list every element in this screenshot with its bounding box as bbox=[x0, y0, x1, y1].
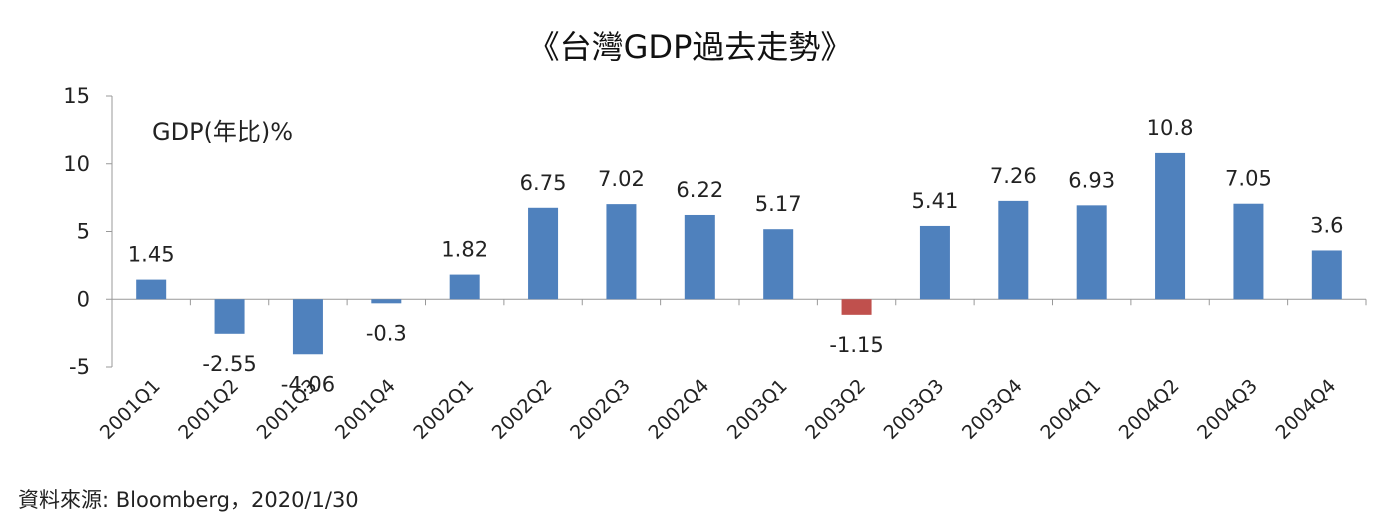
bar-2002Q1 bbox=[449, 274, 480, 300]
bar-2003Q4 bbox=[998, 200, 1029, 300]
bar-2004Q2 bbox=[1155, 152, 1186, 300]
data-label: 10.8 bbox=[1147, 116, 1194, 140]
y-tick-label: 10 bbox=[63, 152, 90, 176]
category-label: 2004Q2 bbox=[1115, 375, 1184, 444]
category-label: 2002Q1 bbox=[409, 375, 478, 444]
bar-2003Q1 bbox=[763, 229, 794, 300]
category-label: 2002Q3 bbox=[566, 375, 635, 444]
bar-2004Q3 bbox=[1233, 203, 1264, 300]
data-label: 3.6 bbox=[1310, 213, 1343, 237]
bar-2002Q4 bbox=[684, 214, 715, 300]
bar-2001Q3 bbox=[292, 299, 323, 355]
bar-2003Q3 bbox=[919, 225, 950, 300]
chart-title: 《台灣GDP過去走勢》 bbox=[527, 28, 853, 66]
bar-2004Q1 bbox=[1076, 205, 1107, 300]
y-tick-label: 15 bbox=[63, 84, 90, 108]
category-label: 2001Q1 bbox=[96, 375, 165, 444]
category-label: 2003Q3 bbox=[880, 375, 949, 444]
category-label: 2004Q3 bbox=[1193, 375, 1262, 444]
category-label: 2003Q4 bbox=[958, 375, 1027, 444]
data-label: -0.3 bbox=[366, 321, 407, 345]
y-tick-label: -5 bbox=[69, 355, 90, 379]
bar-2002Q3 bbox=[606, 204, 637, 300]
category-label: 2004Q1 bbox=[1036, 375, 1105, 444]
data-label: 1.45 bbox=[128, 243, 175, 267]
data-label: -1.15 bbox=[829, 333, 883, 357]
data-label: -4.06 bbox=[281, 372, 335, 396]
category-label: 2002Q4 bbox=[644, 375, 713, 444]
bar-2002Q2 bbox=[528, 207, 559, 300]
data-label: 6.93 bbox=[1068, 168, 1115, 192]
series-label: GDP(年比)% bbox=[152, 118, 293, 146]
y-tick-label: 5 bbox=[77, 220, 90, 244]
y-tick-label: 0 bbox=[77, 287, 90, 311]
data-label: 1.82 bbox=[441, 238, 488, 262]
bar-2003Q2 bbox=[841, 299, 872, 315]
data-label: 5.41 bbox=[912, 189, 959, 213]
data-label: 6.75 bbox=[520, 171, 567, 195]
bar-2004Q4 bbox=[1311, 250, 1342, 300]
bar-2001Q1 bbox=[136, 279, 167, 300]
category-label: 2003Q2 bbox=[801, 375, 870, 444]
bar-2001Q2 bbox=[214, 299, 245, 334]
data-label: 7.26 bbox=[990, 164, 1037, 188]
category-label: 2001Q2 bbox=[174, 375, 243, 444]
data-label: -2.55 bbox=[202, 352, 256, 376]
category-label: 2002Q2 bbox=[488, 375, 557, 444]
source-note: 資料來源: Bloomberg，2020/1/30 bbox=[18, 488, 359, 512]
category-label: 2001Q4 bbox=[331, 375, 400, 444]
data-label: 6.22 bbox=[676, 178, 723, 202]
bar-2001Q4 bbox=[371, 299, 402, 304]
category-label: 2004Q4 bbox=[1271, 375, 1340, 444]
data-label: 5.17 bbox=[755, 192, 802, 216]
data-label: 7.02 bbox=[598, 167, 645, 191]
category-label: 2003Q1 bbox=[723, 375, 792, 444]
data-label: 7.05 bbox=[1225, 167, 1272, 191]
